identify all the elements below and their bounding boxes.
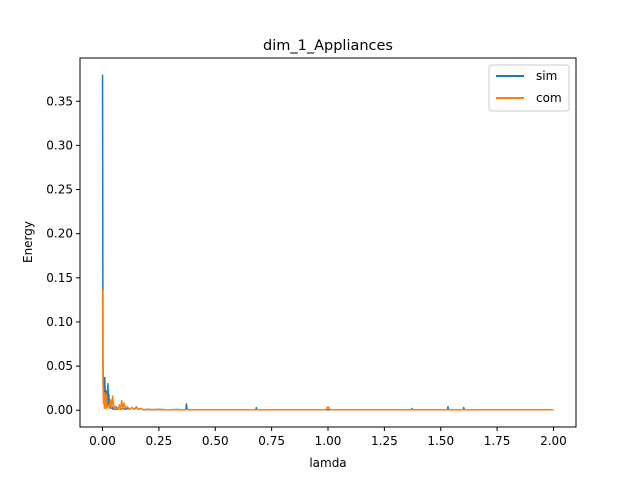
legend-label-com: com — [536, 91, 562, 105]
y-axis-label: Energy — [21, 221, 35, 263]
x-tick-label: 0.25 — [146, 434, 173, 448]
y-tick-label: 0.10 — [46, 315, 73, 329]
y-axis: 0.00 0.05 0.10 0.15 0.20 0.25 0.30 0.35 — [46, 94, 80, 417]
y-tick-label: 0.25 — [46, 183, 73, 197]
y-tick-label: 0.15 — [46, 271, 73, 285]
y-tick-label: 0.05 — [46, 359, 73, 373]
legend: sim com — [488, 64, 570, 112]
x-tick-label: 1.75 — [484, 434, 511, 448]
chart-title: dim_1_Appliances — [263, 38, 393, 54]
x-tick-label: 0.50 — [202, 434, 229, 448]
x-tick-label: 1.50 — [427, 434, 454, 448]
x-tick-label: 2.00 — [540, 434, 567, 448]
x-axis: 0.00 0.25 0.50 0.75 1.00 1.25 1.50 1.75 2.00 — [89, 427, 567, 448]
y-tick-label: 0.20 — [46, 227, 73, 241]
x-tick-label: 1.00 — [315, 434, 342, 448]
y-tick-label: 0.00 — [46, 403, 73, 417]
legend-label-sim: sim — [536, 69, 557, 83]
plot-area — [101, 74, 554, 411]
x-tick-label: 0.00 — [89, 434, 116, 448]
y-tick-label: 0.35 — [46, 94, 73, 108]
series-line-com — [101, 289, 554, 411]
plot-frame — [79, 57, 577, 428]
x-tick-label: 0.75 — [258, 434, 285, 448]
series-line-sim — [101, 74, 554, 411]
x-tick-label: 1.25 — [371, 434, 398, 448]
y-tick-label: 0.30 — [46, 138, 73, 152]
x-axis-label: lamda — [309, 456, 346, 470]
